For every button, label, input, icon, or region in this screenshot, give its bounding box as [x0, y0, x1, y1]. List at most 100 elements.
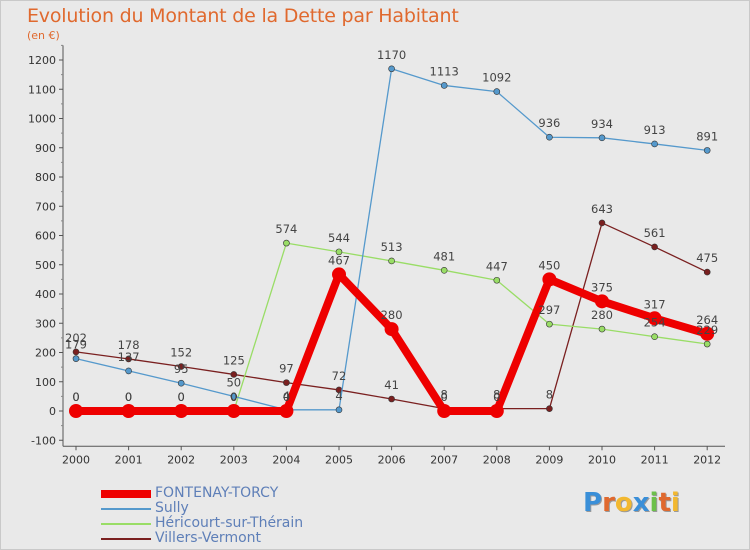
data-label-sully: 913: [644, 123, 666, 137]
y-tick-label: 900: [35, 142, 56, 155]
y-tick-label: -100: [31, 434, 56, 447]
x-tick-label: 2009: [535, 453, 563, 466]
data-point-sully: [125, 367, 132, 375]
data-label-sully: 1113: [430, 64, 459, 78]
data-label-fontenay-torcy: 0: [230, 390, 237, 404]
x-tick-label: 2012: [693, 453, 721, 466]
data-point-villers-vermont: [651, 243, 658, 251]
data-label-hericourt-sur-therain: 254: [644, 316, 666, 330]
logo-letter: r: [602, 488, 615, 518]
data-label-fontenay-torcy: 264: [696, 313, 718, 327]
data-label-fontenay-torcy: 375: [591, 280, 613, 294]
data-label-fontenay-torcy: 0: [72, 390, 79, 404]
data-label-hericourt-sur-therain: 0: [230, 390, 237, 404]
data-point-villers-vermont: [230, 371, 238, 378]
y-tick-label: 1000: [28, 113, 56, 126]
data-label-hericourt-sur-therain: 481: [433, 249, 455, 263]
data-label-villers-vermont: 561: [644, 226, 666, 240]
chart-title: Evolution du Montant de la Dette par Hab…: [27, 5, 459, 27]
data-point-fontenay-torcy: [279, 404, 294, 418]
data-point-fontenay-torcy: [700, 326, 715, 341]
logo-letter: i: [649, 488, 659, 518]
data-label-villers-vermont: 8: [546, 388, 553, 402]
y-tick-label: 400: [35, 288, 56, 301]
data-label-sully: 1092: [482, 71, 511, 85]
y-tick-label: 1200: [28, 54, 56, 67]
y-tick-label: 300: [35, 317, 56, 330]
y-tick-label: 1100: [28, 83, 56, 96]
data-label-villers-vermont: 8: [441, 388, 448, 402]
data-point-villers-vermont: [388, 395, 395, 403]
data-point-sully: [598, 134, 606, 142]
x-tick-label: 2000: [62, 453, 90, 466]
x-tick-label: 2006: [378, 453, 406, 466]
data-point-sully: [230, 393, 238, 400]
y-tick-label: 600: [35, 230, 56, 243]
legend-swatch: [101, 490, 151, 498]
data-label-villers-vermont: 72: [332, 369, 347, 383]
data-label-villers-vermont: 8: [493, 388, 500, 402]
y-tick-label: 700: [35, 200, 56, 213]
data-label-hericourt-sur-therain: 0: [178, 390, 185, 404]
data-label-villers-vermont: 152: [170, 346, 192, 360]
data-point-fontenay-torcy: [226, 404, 241, 418]
data-label-hericourt-sur-therain: 0: [125, 390, 132, 404]
data-point-villers-vermont: [177, 363, 185, 370]
data-label-fontenay-torcy: 0: [441, 390, 448, 404]
data-point-villers-vermont: [598, 219, 606, 227]
data-point-fontenay-torcy: [332, 267, 346, 282]
data-label-sully: 4: [283, 389, 290, 403]
data-label-villers-vermont: 202: [65, 331, 87, 345]
y-tick-label: 100: [35, 376, 56, 389]
legend-label: Héricourt-sur-Thérain: [155, 515, 304, 531]
data-label-fontenay-torcy: 0: [283, 390, 290, 404]
logo-letter: x: [632, 488, 650, 518]
data-label-villers-vermont: 178: [118, 338, 140, 352]
data-label-fontenay-torcy: 317: [644, 297, 666, 311]
y-tick-label: 200: [35, 347, 56, 360]
data-label-hericourt-sur-therain: 447: [486, 259, 508, 273]
data-point-sully: [651, 140, 658, 148]
x-tick-label: 2003: [220, 453, 248, 466]
y-tick-label: 0: [49, 405, 56, 418]
data-point-fontenay-torcy: [595, 294, 609, 309]
legend-swatch: [101, 523, 151, 525]
y-tick-label: 500: [35, 259, 56, 272]
chart-subtitle: (en €): [27, 29, 60, 42]
data-point-sully: [546, 133, 553, 141]
data-point-hericourt-sur-therain: [703, 340, 711, 348]
data-point-hericourt-sur-therain: [283, 239, 290, 247]
data-label-sully: 50: [226, 375, 241, 389]
data-point-hericourt-sur-therain: [388, 257, 395, 265]
legend-swatch: [101, 538, 151, 540]
x-tick-label: 2007: [430, 453, 458, 466]
x-tick-label: 2004: [272, 453, 300, 466]
data-label-villers-vermont: 41: [384, 378, 399, 392]
data-label-sully: 95: [174, 362, 189, 376]
data-label-villers-vermont: 97: [279, 362, 294, 376]
data-label-fontenay-torcy: 0: [178, 390, 185, 404]
data-label-fontenay-torcy: 467: [328, 253, 350, 267]
data-label-hericourt-sur-therain: 280: [591, 308, 613, 322]
data-point-sully: [388, 65, 395, 73]
data-point-fontenay-torcy: [647, 311, 662, 326]
data-point-hericourt-sur-therain: [440, 267, 448, 274]
data-point-sully: [177, 379, 185, 387]
data-label-hericourt-sur-therain: 0: [72, 390, 79, 404]
data-point-villers-vermont: [125, 355, 132, 363]
data-point-villers-vermont: [72, 348, 80, 356]
data-point-sully: [72, 355, 80, 362]
data-point-villers-vermont: [546, 405, 553, 412]
logo-letter: i: [670, 488, 680, 518]
data-label-hericourt-sur-therain: 544: [328, 231, 350, 245]
data-point-villers-vermont: [703, 268, 711, 276]
data-label-hericourt-sur-therain: 297: [538, 303, 560, 317]
logo-letter: o: [614, 488, 633, 518]
data-label-sully: 936: [538, 116, 560, 130]
data-point-fontenay-torcy: [69, 404, 83, 418]
data-label-hericourt-sur-therain: 574: [275, 222, 297, 236]
data-label-fontenay-torcy: 0: [125, 390, 132, 404]
data-point-fontenay-torcy: [174, 404, 189, 418]
